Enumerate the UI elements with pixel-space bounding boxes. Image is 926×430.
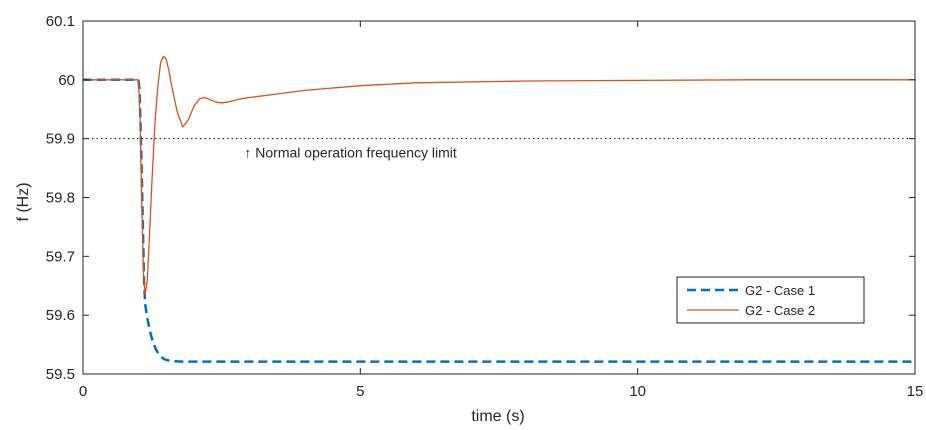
legend-label-2: G2 - Case 2 <box>745 303 815 318</box>
series-line-1 <box>83 78 915 363</box>
x-axis-label: time (s) <box>471 408 524 425</box>
y-tick-label: 59.6 <box>46 307 75 324</box>
y-tick-label: 59.5 <box>46 366 75 383</box>
labels-layer: time (s) f (Hz) ↑ Normal operation frequ… <box>15 144 525 425</box>
series-layer <box>83 55 915 363</box>
x-tick-label: 5 <box>356 383 364 400</box>
y-tick-label: 59.9 <box>46 131 75 148</box>
axes-layer: 0 5 10 15 59.5 59.6 59.7 59.8 59.9 60 60.1 <box>46 13 924 400</box>
y-axis-label: f (Hz) <box>15 182 32 221</box>
frequency-limit-annotation: ↑ Normal operation frequency limit <box>244 144 457 160</box>
x-tick-label: 10 <box>629 383 646 400</box>
y-tick-label: 59.8 <box>46 190 75 207</box>
legend-label-1: G2 - Case 1 <box>745 283 815 298</box>
legend-box <box>676 276 865 324</box>
y-tick-label: 59.7 <box>46 248 75 265</box>
legend: G2 - Case 1 G2 - Case 2 <box>676 276 865 324</box>
x-tick-label: 15 <box>907 383 924 400</box>
y-tick-label: 60.1 <box>46 13 75 30</box>
y-tick-label: 60 <box>58 72 75 89</box>
x-tick-label: 0 <box>79 383 87 400</box>
series-line-2 <box>83 55 915 296</box>
